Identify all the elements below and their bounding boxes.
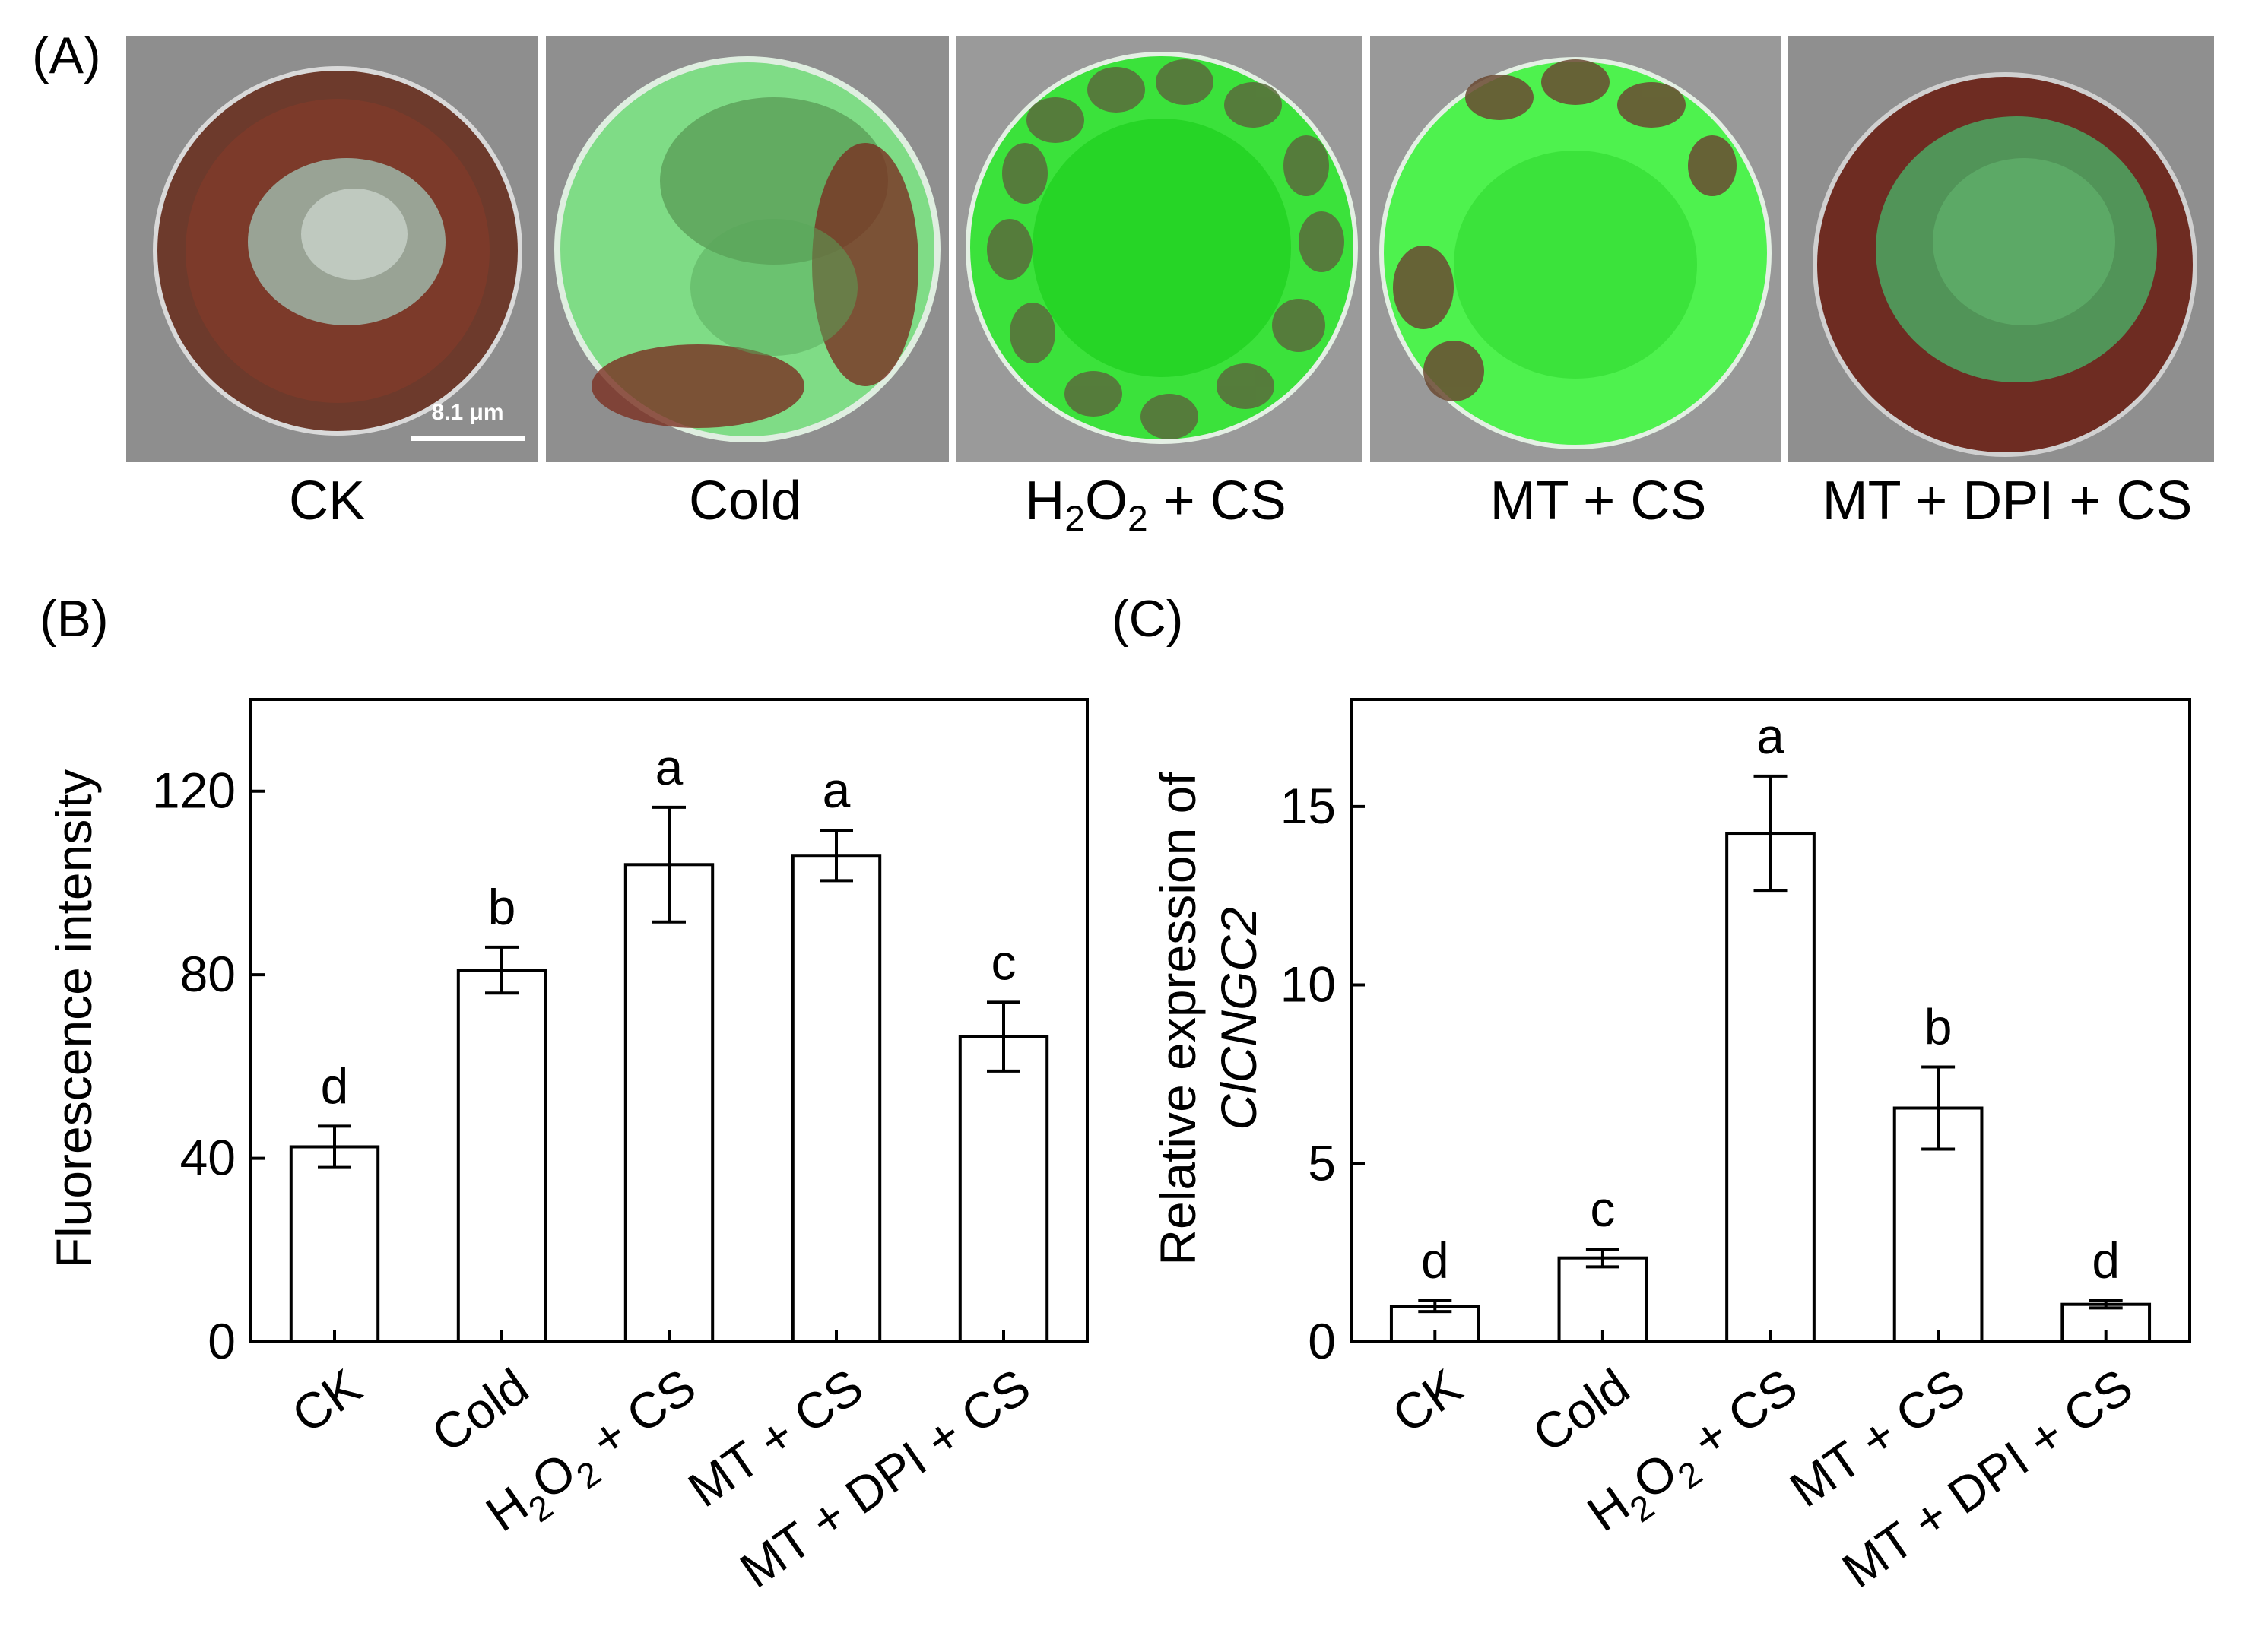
- panel-label-a: (A): [32, 27, 101, 84]
- x-tick-label: Cold: [1522, 1358, 1639, 1463]
- y-axis-label: Fluorescence intensity: [46, 769, 102, 1269]
- scale-bar-label: 8.1 μm: [431, 400, 504, 425]
- caption-h2o2-cs: H2O2 + CS: [1025, 471, 1286, 540]
- x-tick-label: CK: [281, 1358, 371, 1444]
- y-tick-label: 120: [152, 763, 236, 819]
- bar: [791, 854, 882, 1343]
- y-tick-label: 0: [208, 1313, 236, 1369]
- x-tick-label: Cold: [421, 1358, 538, 1463]
- bar: [456, 969, 547, 1344]
- x-tick-label: MT + DPI + CS: [730, 1358, 1040, 1599]
- significance-letter: b: [1924, 999, 1953, 1055]
- y-tick-label: 40: [180, 1130, 236, 1186]
- significance-letter: c: [991, 934, 1017, 990]
- significance-letter: d: [1421, 1232, 1449, 1289]
- significance-letter: a: [823, 762, 851, 818]
- bar: [289, 1145, 380, 1344]
- panel-label-c: (C): [1112, 590, 1184, 648]
- bar: [1725, 832, 1816, 1343]
- panel-label-b: (B): [40, 590, 109, 648]
- y-tick-label: 80: [180, 946, 236, 1002]
- significance-letter: d: [2092, 1232, 2120, 1289]
- micrograph-cold: [546, 36, 949, 462]
- caption-mt-dpi-cs: MT + DPI + CS: [1822, 471, 2193, 531]
- x-tick-label: CK: [1382, 1358, 1472, 1444]
- y-axis-label-gene: ClCNGC2: [1210, 907, 1267, 1130]
- micrograph-mt-dpi-cs: [1788, 36, 2214, 462]
- bar: [623, 863, 715, 1344]
- significance-letter: b: [488, 879, 516, 935]
- significance-letter: d: [321, 1057, 349, 1114]
- micrograph-mt-cs: [1370, 36, 1781, 462]
- micrograph-ck: [126, 36, 538, 462]
- bar: [958, 1035, 1049, 1343]
- y-tick-label: 0: [1308, 1313, 1336, 1369]
- caption-cold: Cold: [688, 471, 802, 531]
- caption-ck: CK: [288, 471, 366, 531]
- scale-bar: [411, 436, 525, 441]
- bar: [1557, 1256, 1648, 1343]
- y-tick-label: 10: [1280, 956, 1336, 1013]
- y-tick-label: 5: [1308, 1134, 1336, 1191]
- x-tick-label: MT + DPI + CS: [1832, 1358, 2143, 1599]
- y-tick-label: 15: [1280, 778, 1336, 834]
- significance-letter: c: [1590, 1181, 1615, 1237]
- micrograph-h2o2-cs: [956, 36, 1362, 462]
- significance-letter: a: [1756, 708, 1784, 764]
- caption-mt-cs: MT + CS: [1489, 471, 1707, 531]
- significance-letter: a: [655, 739, 684, 795]
- y-axis-label: Relative expression of: [1150, 772, 1206, 1266]
